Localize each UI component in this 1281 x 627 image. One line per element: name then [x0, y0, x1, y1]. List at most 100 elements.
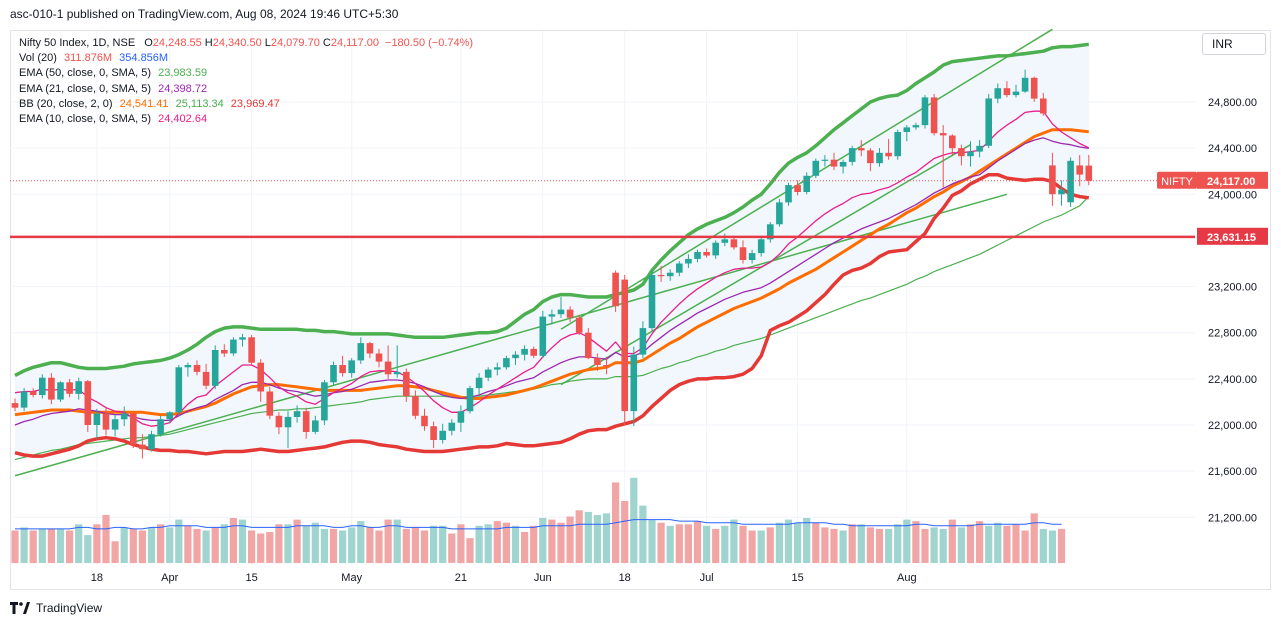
legend-symbol-row[interactable]: Nifty 50 Index, 1D, NSE O24,248.55 H24,3… — [19, 36, 473, 51]
candle — [821, 155, 829, 167]
candle — [75, 377, 82, 400]
candle-body — [84, 381, 92, 425]
bb-lower-line — [14, 172, 1090, 458]
volume-bar — [703, 525, 711, 563]
candle-body — [994, 88, 1002, 99]
candle — [366, 341, 374, 359]
candle — [211, 345, 219, 390]
volume-bar — [11, 530, 19, 564]
volume-bar — [293, 519, 301, 563]
candle-body — [1003, 88, 1011, 96]
candle-body — [111, 419, 119, 430]
candle-body — [685, 258, 692, 264]
legend-vol-row[interactable]: Vol (20) 311.876M 354.856M — [19, 51, 473, 66]
volume-bar — [539, 518, 547, 563]
ohlc-open: 24,248.55 — [152, 37, 202, 49]
candle — [248, 335, 255, 365]
currency-selector[interactable]: INR — [1202, 33, 1266, 55]
candle — [939, 125, 947, 188]
volume-bar — [657, 522, 665, 563]
volume-bar — [912, 521, 920, 563]
candle — [66, 378, 73, 398]
candle — [885, 138, 892, 160]
volume-bar — [894, 524, 902, 564]
candle — [867, 148, 874, 172]
candle-body — [821, 159, 829, 161]
volume-bar — [229, 518, 237, 563]
candle — [976, 140, 983, 158]
candle — [266, 386, 274, 420]
candle — [630, 346, 638, 427]
volume-bar — [448, 533, 456, 563]
candle-body — [412, 396, 419, 416]
candle — [1049, 152, 1056, 206]
vol-label: Vol (20) — [19, 52, 57, 65]
candle-body — [266, 391, 274, 416]
candle-body — [539, 316, 547, 356]
volume-bar — [721, 525, 729, 563]
candle-body — [193, 365, 201, 372]
volume-bar — [848, 524, 856, 564]
ohlc-high-label: H — [204, 37, 213, 49]
candle-body — [120, 413, 128, 420]
volume-bar — [666, 525, 674, 563]
volume-bar — [193, 528, 201, 563]
published-header: asc-010-1 published on TradingView.com, … — [10, 7, 399, 21]
candle-body — [1058, 189, 1065, 195]
candle — [57, 381, 64, 402]
volume-bar — [20, 527, 28, 563]
candle — [466, 385, 474, 414]
candle — [930, 93, 938, 136]
candle — [29, 388, 37, 398]
candle — [648, 270, 656, 332]
candle — [512, 351, 519, 365]
candle — [539, 310, 547, 359]
candle-body — [648, 275, 656, 329]
ema21-line — [14, 137, 1089, 426]
bb-upper-value: 25,113.34 — [175, 97, 224, 110]
candle — [193, 360, 201, 376]
candle-body — [175, 367, 183, 413]
bb-basis-line — [14, 128, 1089, 417]
volume-bar — [1012, 524, 1020, 564]
legend-ema10-row[interactable]: EMA (10, close, 0, SMA, 5) 24,402.64 — [19, 112, 473, 127]
volume-bar — [166, 527, 174, 563]
x-axis-tick-label: May — [341, 572, 362, 584]
candle-body — [939, 133, 947, 136]
candle — [894, 129, 901, 160]
vol-ma-value: 354.856M — [119, 52, 169, 65]
x-axis-tick-label: Aug — [897, 572, 917, 584]
candle-body — [521, 348, 528, 355]
candle — [703, 248, 710, 258]
candle-body — [430, 426, 437, 440]
volume-bar — [339, 530, 347, 564]
candle — [666, 269, 674, 281]
volume-bar — [648, 519, 656, 563]
volume-bar — [220, 524, 228, 564]
candle-body — [666, 272, 674, 277]
candle-body — [166, 412, 173, 420]
candle-body — [976, 145, 983, 152]
candle-body — [257, 362, 264, 392]
candle — [348, 358, 355, 378]
candle — [439, 423, 446, 444]
candle — [120, 406, 128, 427]
legend-bb-row[interactable]: BB (20, close, 2, 0) 24,541.41 25,113.34… — [19, 97, 473, 112]
legend-ema21-row[interactable]: EMA (21, close, 0, SMA, 5) 24,398.72 — [19, 82, 473, 97]
candle — [166, 411, 173, 423]
candle-body — [676, 263, 683, 273]
volume-bar — [38, 528, 46, 563]
volume-bar — [484, 524, 492, 564]
candle-body — [1030, 77, 1038, 99]
volume-bar — [976, 521, 984, 563]
legend-ema50-row[interactable]: EMA (50, close, 0, SMA, 5) 23,983.59 — [19, 66, 473, 81]
candle-body — [1085, 165, 1093, 181]
volume-bar — [985, 525, 993, 563]
chart-frame[interactable] — [10, 30, 1271, 590]
candle — [848, 145, 856, 166]
candle — [612, 270, 619, 312]
volume-bar — [357, 521, 365, 563]
candle-body — [393, 371, 401, 375]
candle-body — [366, 343, 374, 354]
